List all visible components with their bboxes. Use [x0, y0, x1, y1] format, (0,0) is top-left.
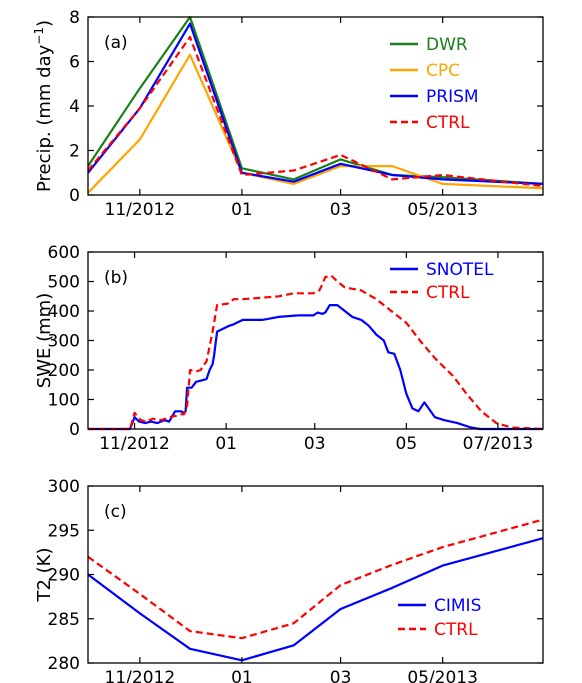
y-tick-label: 6 — [69, 53, 80, 73]
y-tick-label: 300 — [48, 332, 80, 352]
y-axis-label: SWE (mm) — [34, 293, 55, 388]
legend: CIMIS CTRL — [398, 596, 481, 640]
y-tick-label: 500 — [48, 273, 80, 293]
y-tick-label: 0 — [69, 420, 80, 440]
legend-label-ctrl: CTRL — [426, 113, 470, 133]
panel-label: (a) — [104, 33, 128, 53]
y-axis-label-end: ) — [34, 20, 55, 27]
x-tick-label: 03 — [330, 668, 352, 683]
legend-label-dwr: DWR — [426, 35, 468, 55]
y-tick-label: 0 — [69, 186, 80, 206]
legend-label-ctrl: CTRL — [434, 620, 478, 640]
x-tick-label: 05/2013 — [407, 668, 478, 683]
y-axis-label-sup: −1 — [32, 27, 46, 45]
y-axis-label: Precip. (mm day−1) — [32, 20, 55, 192]
x-tick-label: 07/2013 — [463, 434, 534, 454]
legend: DWR CPC PRISM CTRL — [390, 35, 479, 133]
x-tick-label: 05 — [396, 434, 418, 454]
legend-label-cpc: CPC — [426, 61, 460, 81]
x-tick-label: 11/2012 — [99, 434, 170, 454]
panel-label: (b) — [104, 268, 128, 288]
y-tick-label: 100 — [48, 391, 80, 411]
y-axis-label-text: SWE (mm) — [34, 293, 55, 388]
y-axis-label: T2 (K) — [34, 547, 55, 602]
legend-label-prism: PRISM — [426, 87, 479, 107]
panel-c: 280 285 290 295 300 11/2012 01 03 05/2013 (c) T2 (… — [34, 477, 544, 683]
series-line-ctrl — [87, 518, 544, 640]
series-line-ctrl — [87, 35, 544, 188]
legend: SNOTEL CTRL — [390, 260, 494, 303]
panel-a: 0 2 4 6 8 11/2012 01 03 05/2013 (a) Precip. (mm da… — [32, 8, 544, 220]
x-tick-label: 11/2012 — [105, 200, 176, 220]
series-line-prism — [87, 22, 544, 185]
y-axis-label-text: Precip. (mm day — [34, 44, 55, 192]
x-tick-label: 01 — [231, 668, 253, 683]
y-tick-label: 2 — [69, 142, 80, 162]
y-tick-label: 8 — [69, 8, 80, 28]
legend-label-ctrl: CTRL — [426, 283, 470, 303]
x-tick-label: 05/2013 — [407, 200, 478, 220]
x-tick-label: 11/2012 — [105, 668, 176, 683]
y-axis-label-text: T2 (K) — [34, 547, 55, 602]
y-tick-label: 290 — [48, 566, 80, 586]
y-tick-label: 285 — [48, 610, 80, 630]
x-tick-label: 01 — [231, 200, 253, 220]
legend-label-snotel: SNOTEL — [426, 260, 494, 280]
panel-b: 0 100 200 300 400 500 600 11/2012 01 03 05 07/2013 (… — [34, 243, 544, 454]
series-line-cimis — [87, 537, 544, 662]
x-tick-label: 01 — [215, 434, 237, 454]
y-tick-label: 280 — [48, 654, 80, 674]
x-tick-label: 03 — [330, 200, 352, 220]
y-tick-label: 400 — [48, 302, 80, 322]
y-tick-label: 200 — [48, 361, 80, 381]
y-tick-label: 600 — [48, 243, 80, 263]
y-tick-label: 4 — [69, 97, 80, 117]
y-tick-label: 295 — [48, 521, 80, 541]
series-line-snotel — [88, 304, 543, 431]
legend-label-cimis: CIMIS — [434, 596, 481, 616]
x-tick-label: 03 — [304, 434, 326, 454]
series-line-cpc — [87, 53, 544, 194]
panel-label: (c) — [104, 502, 127, 522]
series-line-ctrl — [88, 274, 544, 431]
y-tick-label: 300 — [48, 477, 80, 497]
